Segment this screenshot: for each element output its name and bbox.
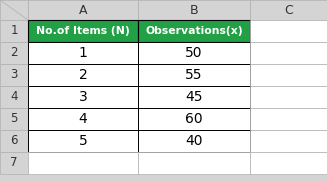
Bar [0, 130, 28, 152]
Bar [138, 64, 250, 86]
Text: 2: 2 [10, 46, 18, 60]
Text: 50: 50 [185, 46, 203, 60]
Bar [250, 130, 327, 152]
Text: Observations(x): Observations(x) [145, 26, 243, 36]
Text: 55: 55 [185, 68, 203, 82]
Bar [250, 20, 327, 42]
Bar [0, 108, 28, 130]
Text: 4: 4 [78, 112, 87, 126]
Bar [250, 64, 327, 86]
Text: No.of Items (N): No.of Items (N) [36, 26, 130, 36]
Bar [138, 0, 250, 20]
Text: 3: 3 [10, 68, 18, 82]
Text: 4: 4 [10, 90, 18, 104]
Bar [0, 0, 28, 20]
Text: 3: 3 [78, 90, 87, 104]
Text: A: A [79, 3, 87, 17]
Bar [138, 20, 250, 42]
Bar [28, 108, 138, 130]
Text: 6: 6 [10, 134, 18, 147]
Text: 5: 5 [78, 134, 87, 148]
Text: 40: 40 [185, 134, 203, 148]
Text: C: C [284, 3, 293, 17]
Text: B: B [190, 3, 198, 17]
Bar [250, 42, 327, 64]
Bar [138, 86, 250, 108]
Bar [138, 42, 250, 64]
Bar [28, 0, 138, 20]
Bar [250, 0, 327, 20]
Bar [0, 42, 28, 64]
Bar [250, 86, 327, 108]
Text: 1: 1 [78, 46, 87, 60]
Text: 1: 1 [10, 25, 18, 37]
Bar [0, 152, 28, 174]
Bar [138, 152, 250, 174]
Bar [138, 108, 250, 130]
Bar [28, 152, 138, 174]
Bar [28, 42, 138, 64]
Bar [138, 130, 250, 152]
Text: 2: 2 [78, 68, 87, 82]
Bar [28, 64, 138, 86]
Bar [28, 130, 138, 152]
Text: 7: 7 [10, 157, 18, 169]
Bar [0, 20, 28, 42]
Bar [250, 152, 327, 174]
Bar [28, 86, 138, 108]
Bar [250, 108, 327, 130]
Text: 60: 60 [185, 112, 203, 126]
Text: 5: 5 [10, 112, 18, 126]
Text: 45: 45 [185, 90, 203, 104]
Bar [0, 64, 28, 86]
Bar [0, 86, 28, 108]
Bar [28, 20, 138, 42]
